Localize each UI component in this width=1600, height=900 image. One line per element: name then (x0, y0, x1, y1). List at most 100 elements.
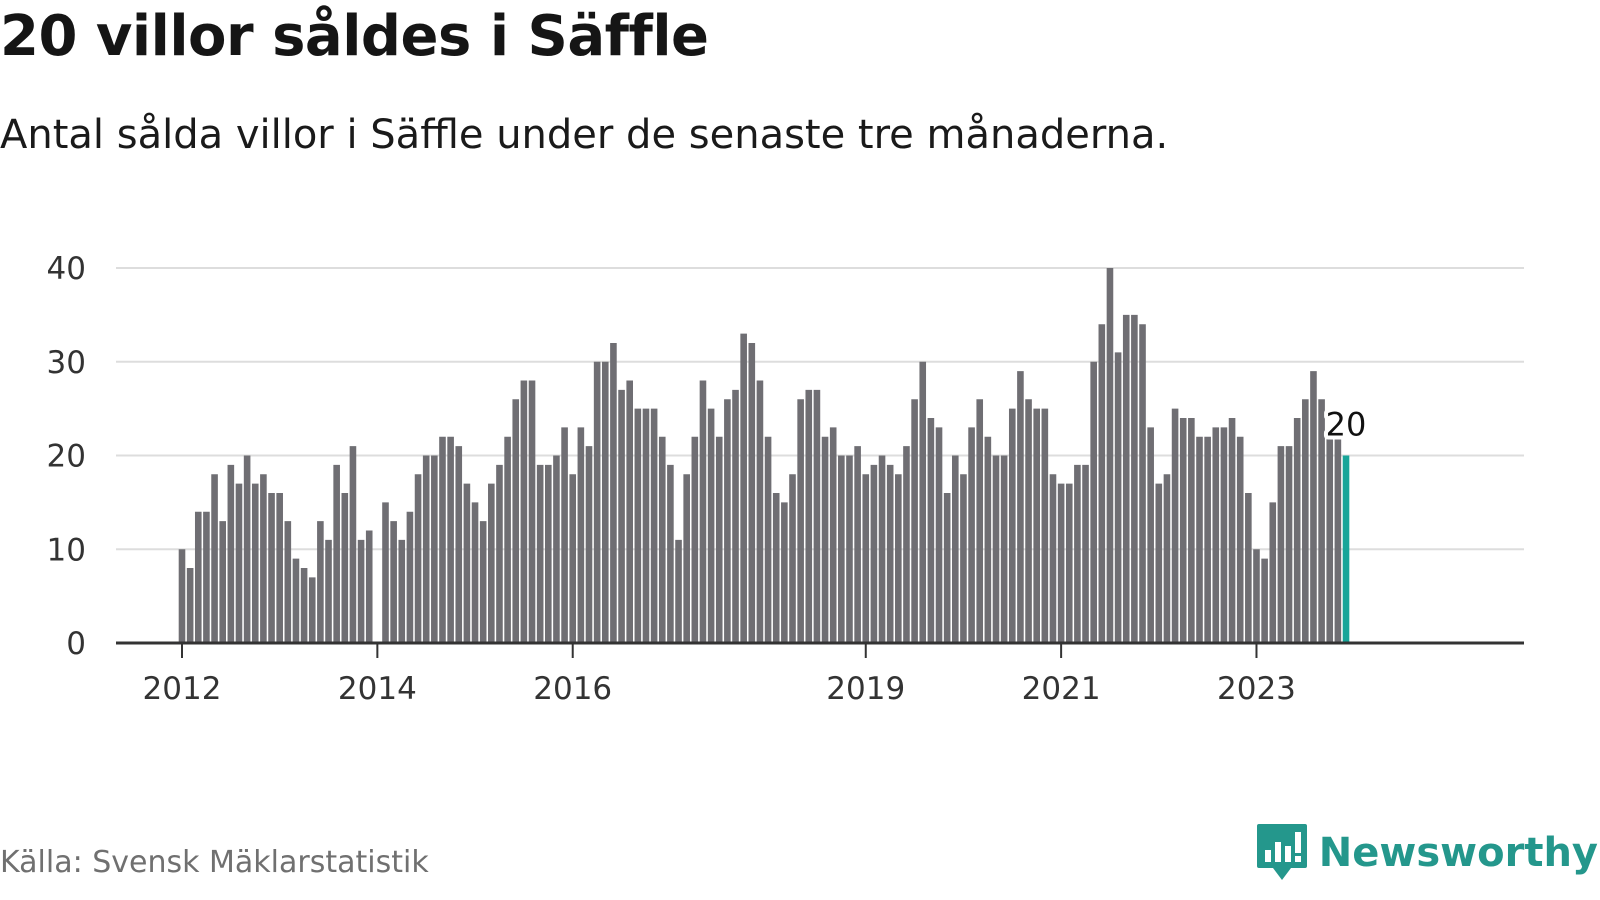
bar (724, 399, 731, 643)
bar (821, 436, 829, 643)
bar (862, 474, 870, 643)
bar (496, 464, 503, 643)
bar (300, 568, 308, 643)
bar (650, 408, 658, 643)
bar (439, 436, 446, 643)
bar (984, 436, 992, 643)
bar (512, 399, 520, 643)
bar (1293, 418, 1301, 643)
bar (520, 380, 528, 643)
bar (1163, 474, 1171, 643)
bar (431, 455, 438, 643)
bar (610, 343, 617, 643)
bar (895, 474, 902, 643)
bar (1041, 408, 1049, 643)
bar (838, 455, 845, 643)
bar (1025, 399, 1032, 643)
bar (919, 361, 927, 643)
bar (455, 446, 463, 643)
bar (1269, 502, 1277, 643)
bar (447, 436, 454, 643)
bar (618, 389, 625, 643)
bar (1318, 399, 1325, 643)
y-tick-label: 0 (66, 626, 86, 662)
bar (561, 427, 568, 643)
bar (219, 521, 226, 643)
bar (333, 464, 340, 643)
bar (1261, 558, 1268, 643)
bar (642, 408, 650, 643)
bar (797, 399, 804, 643)
bar (1114, 352, 1122, 643)
bar (1334, 436, 1342, 643)
bar (772, 493, 780, 643)
bar (1057, 483, 1065, 643)
brand-logo[interactable]: Newsworthy (1255, 822, 1598, 884)
bar (699, 380, 707, 643)
bar (203, 511, 210, 643)
bar (911, 399, 918, 643)
bar (536, 464, 544, 643)
brand-name: Newsworthy (1318, 830, 1598, 876)
bar (1122, 314, 1130, 643)
bar (1033, 408, 1040, 643)
bar (178, 549, 186, 643)
bar (878, 455, 886, 643)
bar (463, 483, 471, 643)
bar (243, 455, 251, 643)
bar (1065, 483, 1073, 643)
bar (1212, 427, 1220, 643)
bar (528, 380, 536, 643)
bar (308, 577, 316, 643)
bar (1310, 371, 1317, 643)
bar (781, 502, 788, 643)
bar (667, 464, 674, 643)
bar (960, 474, 967, 643)
x-tick-label: 2016 (533, 671, 612, 707)
bar (577, 427, 585, 643)
bar (284, 521, 292, 643)
chart-subtitle: Antal sålda villor i Säffle under de sen… (0, 112, 1169, 158)
x-tick-label: 2021 (1022, 671, 1101, 707)
bar (927, 418, 935, 643)
bar (406, 511, 414, 643)
x-tick-label: 2014 (338, 671, 417, 707)
bar (357, 539, 365, 643)
bar (748, 343, 756, 643)
bar (227, 464, 235, 643)
bar (341, 493, 349, 643)
bar (325, 539, 332, 643)
bar (488, 483, 495, 643)
bar (1285, 446, 1293, 643)
bar (854, 446, 861, 643)
bar (1098, 324, 1106, 643)
bar (870, 464, 878, 643)
bar (545, 464, 552, 643)
bar (968, 427, 975, 643)
bar (634, 408, 642, 643)
bar (675, 539, 682, 643)
bar (593, 361, 601, 643)
bar (1155, 483, 1163, 643)
bar (935, 427, 943, 643)
bar (194, 511, 202, 643)
bar (186, 568, 194, 643)
bar (268, 493, 275, 643)
newsworthy-logo-icon (1256, 824, 1307, 880)
bar (398, 539, 406, 643)
bar (349, 446, 357, 643)
bar (886, 464, 894, 643)
bar (235, 483, 243, 643)
bar (251, 483, 259, 643)
x-tick-label: 2012 (143, 671, 222, 707)
y-tick-label: 40 (47, 251, 86, 287)
bar (683, 474, 690, 643)
bar (317, 521, 324, 643)
bar-highlight (1342, 455, 1350, 643)
bar (1326, 436, 1334, 643)
bar (829, 427, 837, 643)
bar (707, 408, 715, 643)
bar (1171, 408, 1179, 643)
bar (1074, 464, 1081, 643)
bar (1139, 324, 1146, 643)
